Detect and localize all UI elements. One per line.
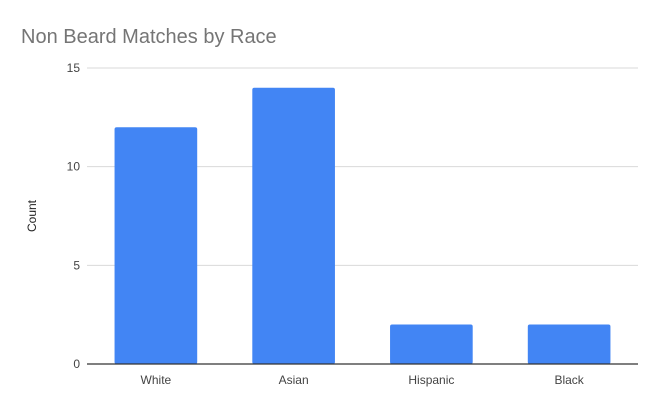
y-tick-labels: 0 5 10 15 bbox=[67, 61, 81, 371]
bar-black bbox=[527, 324, 611, 364]
x-tick-label: Black bbox=[554, 373, 584, 387]
bar-white bbox=[114, 127, 198, 364]
x-tick-labels: White Asian Hispanic Black bbox=[141, 373, 585, 387]
x-tick-label: Asian bbox=[279, 373, 309, 387]
y-tick-label: 15 bbox=[67, 61, 81, 75]
chart-title: Non Beard Matches by Race bbox=[21, 26, 277, 48]
bars bbox=[114, 87, 611, 364]
x-tick-label: White bbox=[141, 373, 172, 387]
y-tick-label: 0 bbox=[73, 357, 80, 371]
y-tick-label: 10 bbox=[67, 160, 81, 174]
bar-hispanic bbox=[390, 324, 473, 364]
y-axis-label: Count bbox=[25, 199, 39, 232]
x-tick-label: Hispanic bbox=[408, 373, 454, 387]
bar-asian bbox=[252, 87, 335, 364]
y-tick-label: 5 bbox=[73, 258, 80, 272]
